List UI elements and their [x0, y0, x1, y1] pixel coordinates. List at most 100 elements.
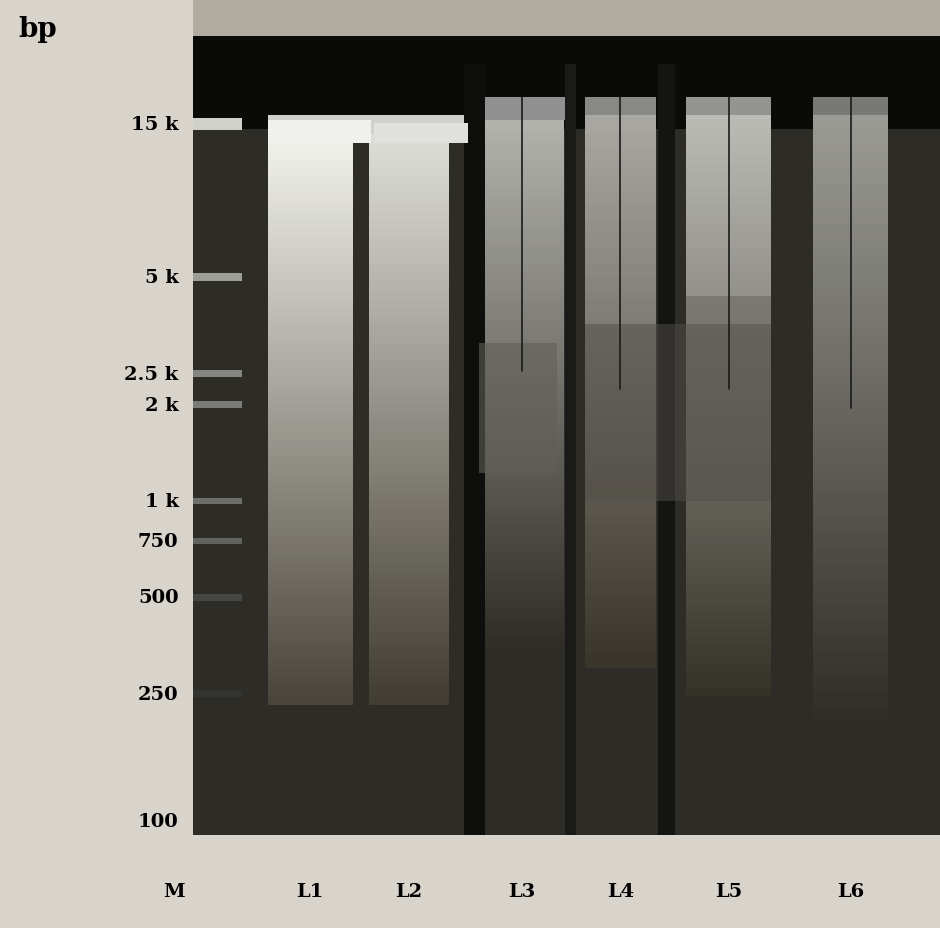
- Bar: [268, 551, 352, 559]
- Bar: [479, 523, 564, 531]
- Bar: [686, 689, 771, 696]
- Bar: [585, 408, 656, 416]
- Bar: [268, 574, 352, 581]
- Bar: [813, 375, 888, 383]
- Bar: [479, 405, 564, 412]
- Bar: [368, 162, 449, 169]
- Bar: [368, 448, 449, 456]
- Bar: [268, 169, 352, 176]
- Text: 750: 750: [138, 533, 179, 550]
- Bar: [813, 415, 888, 422]
- Bar: [479, 496, 564, 503]
- Bar: [585, 603, 656, 611]
- Bar: [585, 574, 656, 582]
- Bar: [686, 605, 771, 612]
- Bar: [268, 345, 352, 353]
- Bar: [479, 279, 564, 286]
- Bar: [479, 503, 564, 509]
- Bar: [813, 715, 888, 724]
- Bar: [268, 514, 352, 522]
- Bar: [686, 226, 771, 234]
- Bar: [368, 360, 449, 367]
- Text: 2.5 k: 2.5 k: [124, 365, 179, 383]
- Bar: [479, 133, 564, 139]
- Bar: [686, 174, 771, 181]
- Bar: [813, 248, 888, 256]
- Bar: [585, 618, 656, 625]
- Bar: [479, 195, 564, 202]
- Bar: [585, 292, 656, 300]
- Bar: [479, 559, 564, 566]
- Bar: [479, 307, 564, 314]
- Bar: [479, 272, 564, 279]
- Bar: [479, 566, 564, 573]
- Bar: [585, 481, 656, 487]
- Bar: [813, 225, 888, 232]
- Bar: [368, 353, 449, 360]
- Bar: [479, 321, 564, 329]
- Bar: [813, 272, 888, 280]
- Bar: [585, 632, 656, 639]
- Bar: [686, 158, 771, 165]
- Bar: [585, 393, 656, 401]
- Bar: [686, 150, 771, 158]
- Bar: [268, 397, 352, 405]
- Bar: [585, 487, 656, 495]
- Bar: [813, 438, 888, 446]
- Bar: [585, 97, 656, 105]
- Bar: [813, 391, 888, 399]
- Bar: [268, 493, 352, 499]
- Bar: [268, 625, 352, 632]
- Bar: [686, 317, 771, 325]
- Bar: [686, 674, 771, 681]
- Bar: [268, 690, 352, 698]
- Bar: [479, 125, 564, 133]
- Bar: [268, 698, 352, 705]
- Bar: [813, 645, 888, 652]
- Bar: [479, 153, 564, 161]
- Bar: [368, 382, 449, 390]
- Bar: [813, 129, 888, 137]
- Bar: [813, 549, 888, 558]
- Bar: [368, 625, 449, 632]
- Bar: [268, 155, 352, 162]
- Bar: [479, 628, 564, 636]
- Bar: [479, 139, 564, 147]
- Bar: [268, 338, 352, 345]
- Bar: [686, 347, 771, 355]
- Bar: [585, 401, 656, 408]
- Bar: [686, 188, 771, 196]
- Bar: [686, 567, 771, 574]
- Bar: [368, 405, 449, 412]
- Bar: [585, 242, 656, 249]
- Bar: [686, 143, 771, 150]
- Bar: [585, 191, 656, 199]
- Bar: [585, 523, 656, 531]
- Bar: [479, 412, 564, 419]
- Bar: [268, 243, 352, 250]
- Bar: [479, 356, 564, 363]
- Bar: [368, 522, 449, 529]
- Bar: [268, 287, 352, 294]
- Bar: [813, 185, 888, 193]
- Bar: [585, 647, 656, 653]
- Text: bp: bp: [19, 16, 57, 43]
- Bar: [585, 596, 656, 603]
- Bar: [368, 155, 449, 162]
- Bar: [368, 514, 449, 522]
- Bar: [368, 647, 449, 654]
- Bar: [813, 232, 888, 240]
- Bar: [585, 321, 656, 329]
- Bar: [813, 462, 888, 470]
- Bar: [479, 580, 564, 586]
- Bar: [479, 468, 564, 475]
- Bar: [813, 122, 888, 129]
- Bar: [268, 507, 352, 514]
- Bar: [585, 184, 656, 191]
- Bar: [479, 384, 564, 391]
- Bar: [268, 294, 352, 302]
- Text: 250: 250: [138, 685, 179, 703]
- Bar: [585, 141, 656, 148]
- Bar: [813, 534, 888, 541]
- Bar: [813, 145, 888, 153]
